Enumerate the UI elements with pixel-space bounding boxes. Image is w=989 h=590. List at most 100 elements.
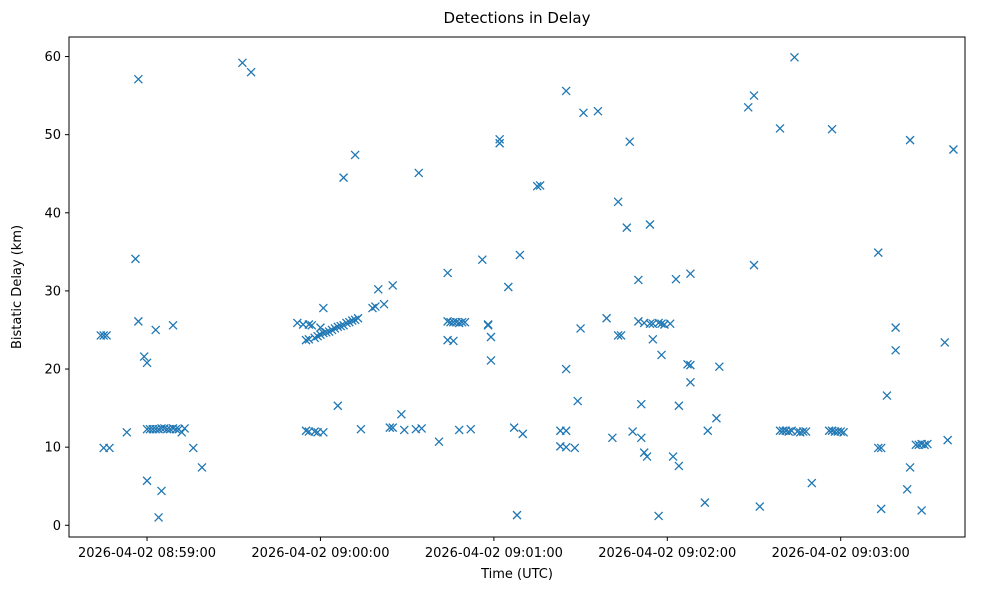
data-point-marker — [122, 427, 132, 437]
data-point-marker — [657, 350, 666, 360]
data-point-marker — [636, 399, 646, 409]
data-point-marker — [836, 427, 846, 436]
data-point-marker — [237, 58, 247, 68]
data-point-marker — [246, 67, 256, 77]
data-point-marker — [414, 168, 424, 178]
y-tick-label: 40 — [44, 206, 61, 221]
data-point-marker — [105, 443, 114, 453]
data-point-marker — [151, 325, 161, 335]
data-point-marker — [683, 359, 692, 369]
data-point-marker — [486, 355, 496, 365]
data-point-marker — [873, 248, 883, 258]
data-point-marker — [902, 484, 912, 494]
data-point-marker — [573, 396, 583, 406]
data-point-marker — [839, 427, 849, 437]
data-point-marker — [99, 330, 109, 340]
data-point-marker — [434, 437, 444, 447]
data-point-marker — [561, 364, 571, 374]
data-point-marker — [593, 106, 603, 116]
data-point-marker — [645, 220, 655, 229]
x-tick-label: 2026-04-02 09:01:00 — [425, 546, 563, 561]
data-point-marker — [321, 327, 331, 337]
data-point-marker — [347, 316, 357, 326]
data-point-marker — [920, 440, 929, 450]
x-tick-label: 2026-04-02 09:02:00 — [598, 546, 736, 561]
data-point-marker — [607, 433, 617, 443]
data-point-marker — [457, 317, 467, 327]
data-point-marker — [353, 313, 363, 323]
data-point-marker — [350, 150, 360, 160]
data-point-marker — [876, 443, 886, 453]
data-point-marker — [315, 323, 325, 333]
data-point-marker — [454, 425, 464, 435]
data-point-marker — [495, 138, 505, 148]
data-point-marker — [370, 302, 380, 311]
data-point-marker — [743, 102, 753, 112]
y-tick-label: 0 — [53, 519, 61, 534]
data-point-marker — [917, 505, 927, 515]
plot-area-frame — [68, 36, 966, 538]
data-point-marker — [642, 452, 652, 461]
data-point-marker — [790, 52, 799, 62]
data-point-marker — [622, 223, 632, 233]
data-point-marker — [535, 180, 545, 190]
data-point-marker — [518, 429, 528, 439]
data-point-marker — [905, 463, 915, 472]
data-point-marker — [318, 427, 328, 437]
data-point-marker — [905, 135, 915, 145]
x-axis-label: Time (UTC) — [480, 567, 553, 582]
data-point-marker — [417, 423, 427, 433]
data-point-marker — [639, 448, 649, 458]
data-point-marker — [784, 427, 794, 436]
data-point-marker — [477, 255, 487, 265]
data-point-marker — [131, 254, 140, 264]
data-point-marker — [301, 335, 311, 345]
data-point-marker — [749, 260, 759, 270]
data-point-marker — [388, 423, 398, 433]
data-point-marker — [180, 423, 190, 433]
data-point-marker — [891, 345, 901, 355]
data-point-marker — [304, 334, 314, 344]
data-point-marker — [509, 423, 519, 433]
data-point-marker — [503, 282, 513, 292]
data-point-marker — [304, 320, 314, 329]
data-point-marker — [891, 323, 901, 333]
data-point-marker — [749, 91, 759, 101]
data-point-marker — [645, 319, 655, 329]
y-axis-label: Bistatic Delay (km) — [10, 225, 25, 349]
data-point-marker — [801, 427, 811, 436]
data-point-marker — [495, 134, 505, 144]
data-point-marker — [318, 328, 328, 338]
data-point-marker — [633, 316, 643, 326]
data-point-marker — [876, 504, 886, 514]
data-point-marker — [154, 513, 164, 522]
data-point-marker — [157, 486, 166, 496]
data-point-marker — [827, 124, 837, 134]
data-point-marker — [102, 330, 112, 340]
data-point-marker — [685, 377, 695, 387]
data-point-marker — [668, 452, 678, 461]
data-point-marker — [515, 250, 525, 260]
data-point-marker — [399, 425, 409, 435]
data-point-marker — [711, 413, 721, 423]
data-point-marker — [625, 137, 635, 147]
data-point-marker — [613, 330, 623, 340]
y-tick-label: 10 — [44, 441, 61, 456]
data-point-marker — [654, 511, 664, 521]
y-tick-label: 20 — [44, 363, 61, 378]
x-axis: 2026-04-02 08:59:00 2026-04-02 09:00:00 20… — [78, 537, 910, 561]
data-point-marker — [188, 443, 198, 453]
data-point-marker — [648, 334, 658, 344]
data-point-marker — [512, 510, 522, 520]
chart-title: Detections in Delay — [444, 9, 591, 27]
data-point-marker — [339, 173, 349, 183]
data-point-marker — [396, 409, 406, 419]
data-point-marker — [922, 439, 932, 449]
data-point-marker — [714, 362, 724, 372]
data-point-marker — [807, 478, 817, 488]
data-point-marker — [633, 275, 643, 285]
data-point-marker — [336, 321, 346, 331]
data-point-marker — [483, 320, 493, 329]
